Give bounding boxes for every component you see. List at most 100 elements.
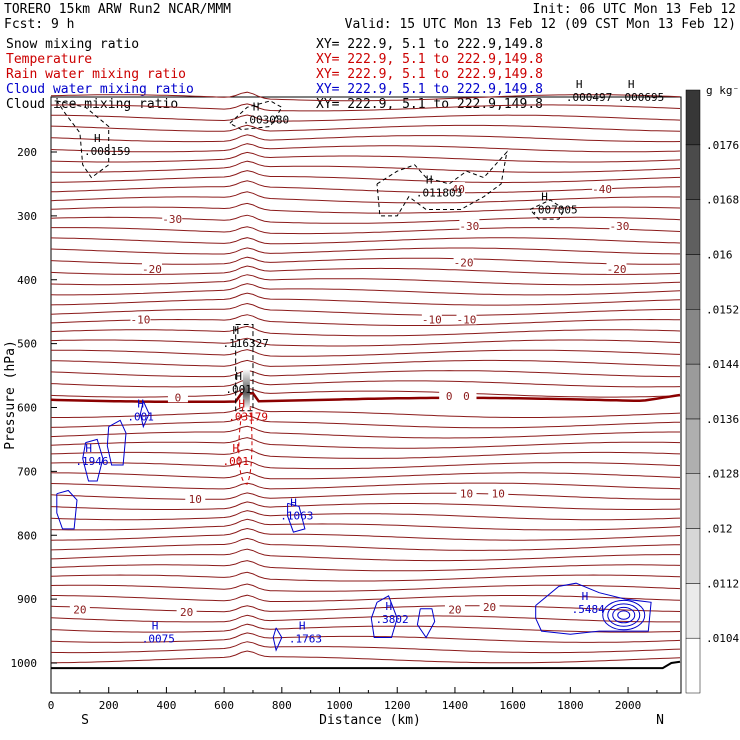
isotherm-label-2: -30 [162,213,182,226]
isotherm-label-14: 10 [189,493,202,506]
isotherm-label-12: 0 [446,390,453,403]
isotherm-line [51,226,681,235]
max-marker-0: H [94,132,101,145]
isotherm-label-11: 0 [175,391,182,404]
max-value-15: .3802 [375,613,408,626]
max-value-4: .000497 [566,91,612,104]
isotherm-line [51,405,681,418]
cloud-ring [602,599,646,631]
colorbar-tick-1: .0112 [706,577,739,590]
isotherm-line [50,448,681,459]
x-end-left: S [81,713,89,728]
isotherm-line [50,560,681,572]
isotherm-line [50,527,681,541]
x-tick-10: 2000 [615,699,642,712]
x-axis-label: Distance (km) [319,713,421,728]
snow-contour [376,150,508,217]
isotherm-label-8: -10 [131,313,151,326]
isotherm-label-bg [421,312,442,325]
x-tick-8: 1600 [499,699,526,712]
isotherm-label-bg [488,486,509,499]
cloud-contour [535,582,652,635]
isotherm-label-3: -30 [459,220,479,233]
colorbar-tick-9: .0176 [706,139,739,152]
colorbar-cell [685,254,701,310]
max-marker-6: H [233,324,240,337]
isotherm-label-13: 0 [463,390,470,403]
colorbar-tick-7: .016 [706,248,733,261]
cloud-ring [617,610,631,620]
terrain-line [51,660,681,670]
max-value-11: .1946 [75,455,108,468]
cloud-contour [139,400,150,429]
x-tick-6: 1200 [384,699,411,712]
max-marker-2: H [426,174,433,187]
isotherm-label-4: -30 [609,220,629,233]
colorbar-unit: g kg⁻¹ [706,84,740,97]
isotherm-line [50,650,681,664]
isotherm-label-bg [69,602,90,615]
cloud-contour [56,489,78,530]
isotherm-line [50,460,681,470]
x-tick-0: 0 [48,699,55,712]
colorbar-tick-0: .0104 [706,632,739,645]
max-value-10: .001 [127,410,154,423]
isotherm-line [50,518,681,531]
isotherm-label-bg [606,261,627,274]
cloud-contour [287,502,306,533]
isotherm-line [50,274,681,286]
y-tick-5: 700 [17,465,37,478]
isotherm-label-bg [444,602,465,615]
colorbar-tick-6: .0152 [706,303,739,316]
isotherm-line [50,237,681,245]
colorbar-cell [685,199,701,255]
max-value-5: .000695 [618,91,664,104]
y-tick-8: 1000 [11,657,38,670]
isotherm-line [50,180,681,194]
x-tick-3: 600 [214,699,234,712]
colorbar-cell [685,144,701,200]
max-value-0: .008159 [84,145,130,158]
isotherms [50,91,681,664]
isotherm-label-bg [479,599,500,612]
max-value-6: .116327 [223,337,269,350]
max-marker-11: H [85,442,92,455]
isotherm-label-bg [444,182,465,195]
isotherm-line [50,114,681,122]
isotherm-line [50,265,681,275]
legend-xy-1: XY= 222.9, 5.1 to 222.9,149.8 [316,52,543,67]
max-value-14: .1763 [289,633,322,646]
isotherm-line [50,134,681,143]
isotherm-label-0: -40 [445,183,465,196]
legend-label-4: Cloud ice mixing ratio [6,97,178,112]
isotherm-line [50,387,681,398]
cloud-contour [272,627,283,652]
isotherm-label-bg [453,255,474,268]
isotherm-label-19: 20 [448,603,461,616]
max-marker-5: H [628,78,635,91]
isotherm-label-bg [456,389,477,402]
rain-contour [238,407,253,485]
max-value-8: .03179 [228,410,268,423]
isotherm-line [51,349,681,357]
max-marker-3: H [541,190,548,203]
legend-label-0: Snow mixing ratio [6,37,139,52]
y-tick-3: 500 [17,338,37,351]
snow-contours [56,100,566,220]
isotherm-line [50,571,681,582]
y-tick-2: 400 [17,274,37,287]
isotherm-line [50,359,681,367]
max-marker-1: H [253,100,260,113]
isotherm-label-15: 10 [460,488,473,501]
legend-label-2: Rain water mixing ratio [6,67,186,82]
colorbar-cell [685,363,701,420]
isotherm-label-1: -40 [592,183,612,196]
y-axis-label: Pressure (hPa) [3,340,18,450]
y-tick-1: 300 [17,210,37,223]
isotherm-line [50,302,680,316]
colorbar-tick-2: .012 [706,523,733,536]
isotherm-label-7: -20 [607,263,627,276]
colorbar-cell [685,309,701,365]
isotherm-line [50,369,680,378]
